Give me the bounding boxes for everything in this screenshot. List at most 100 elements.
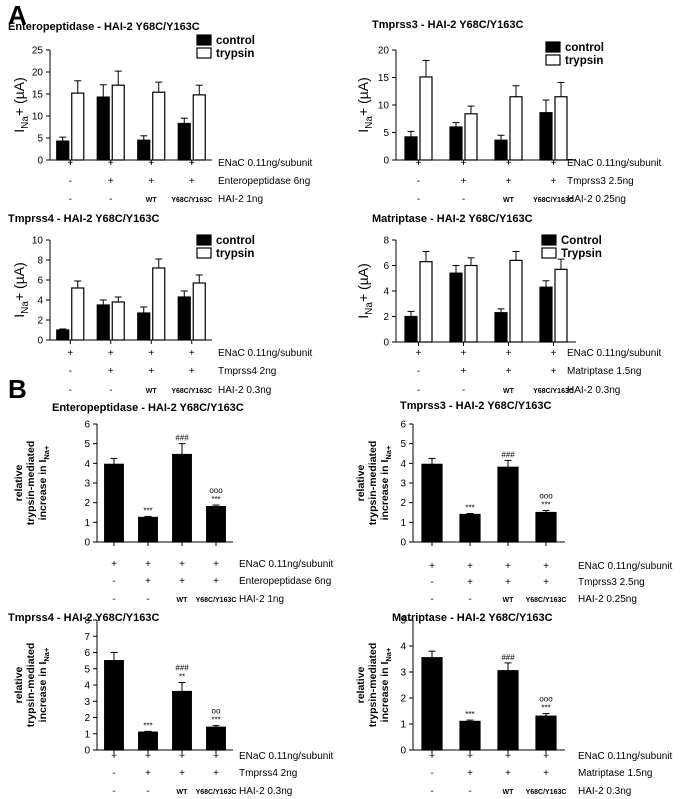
- condition-cell: +: [189, 176, 195, 187]
- condition-row-label: ENaC 0.11ng/subunit: [239, 751, 334, 762]
- condition-cell: -: [417, 194, 420, 205]
- bar: [421, 657, 443, 751]
- y-tick-label: 3: [400, 479, 406, 490]
- condition-row-label: HAI-2 0.3ng: [239, 786, 292, 797]
- y-tick-label: 15: [32, 90, 44, 101]
- significance-label: ***: [143, 721, 152, 730]
- condition-cell: +: [179, 576, 185, 587]
- bar: [137, 312, 151, 341]
- condition-cell: +: [505, 751, 511, 762]
- y-tick-label: 10: [378, 101, 390, 112]
- y-axis-label-line: relative: [355, 666, 367, 703]
- chart-b4: Matriptase - HAI-2 Y68C/Y163C 0 1 2 3 4 5 relat…: [355, 612, 673, 797]
- significance-label: ***: [211, 716, 220, 725]
- condition-cell: +: [505, 577, 511, 588]
- y-tick-label: 4: [400, 459, 406, 470]
- condition-cell: -: [417, 176, 420, 187]
- y-tick-label: 4: [84, 681, 90, 692]
- bar: [419, 76, 433, 161]
- legend-label: control: [216, 235, 255, 247]
- condition-cell: +: [543, 768, 549, 779]
- bar: [111, 301, 125, 341]
- condition-cell: -: [430, 786, 433, 797]
- condition-cell: Y68C/Y163C: [533, 388, 574, 395]
- condition-cell: +: [467, 751, 473, 762]
- bar: [206, 726, 226, 751]
- legend-label: trypsin: [216, 48, 254, 60]
- y-tick-label: 6: [84, 648, 90, 659]
- y-tick-label: 5: [400, 616, 406, 627]
- condition-cell: +: [543, 561, 549, 572]
- y-tick-label: 20: [378, 46, 390, 57]
- significance-label: ###: [501, 450, 515, 459]
- y-tick-label: 0: [37, 156, 43, 167]
- bar: [449, 126, 463, 161]
- condition-cell: Y68C/Y163C: [196, 597, 237, 604]
- condition-cell: -: [462, 385, 465, 396]
- y-axis-label-line: relative: [13, 464, 25, 501]
- y-tick-label: 5: [383, 128, 389, 139]
- y-tick-label: 4: [37, 296, 43, 307]
- legend-swatch: [545, 54, 561, 66]
- condition-cell: +: [461, 158, 467, 169]
- y-tick-label: 8: [37, 256, 43, 267]
- y-axis-label-line: trypsin-mediated: [367, 441, 379, 526]
- y-tick-label: 20: [32, 68, 44, 79]
- condition-cell: -: [109, 385, 112, 396]
- condition-row-label: HAI-2 1ng: [218, 194, 263, 205]
- significance-label: ***: [211, 495, 220, 504]
- condition-cell: +: [145, 768, 151, 779]
- condition-cell: -: [146, 594, 149, 605]
- y-tick-label: 7: [84, 632, 90, 643]
- bar: [554, 268, 568, 343]
- bar: [464, 113, 478, 161]
- condition-row-label: ENaC 0.11ng/subunit: [218, 158, 313, 169]
- condition-cell: +: [461, 348, 467, 359]
- bar: [71, 287, 85, 341]
- y-tick-label: 1: [84, 518, 90, 529]
- condition-cell: +: [506, 348, 512, 359]
- condition-cell: +: [148, 176, 154, 187]
- y-tick-label: 2: [37, 316, 43, 327]
- condition-cell: -: [430, 577, 433, 588]
- condition-cell: +: [108, 348, 114, 359]
- condition-cell: +: [505, 768, 511, 779]
- significance-label: ooo: [539, 492, 553, 501]
- condition-cell: +: [551, 348, 557, 359]
- section-label-a: A: [8, 0, 27, 30]
- bar: [177, 296, 191, 341]
- y-tick-label: 3: [84, 697, 90, 708]
- condition-cell: +: [108, 366, 114, 377]
- y-tick-label: 5: [84, 664, 90, 675]
- condition-cell: +: [551, 176, 557, 187]
- chart-title: Tmprss3 - HAI-2 Y68C/Y163C: [372, 19, 523, 31]
- condition-cell: +: [551, 366, 557, 377]
- condition-cell: +: [189, 366, 195, 377]
- condition-cell: -: [69, 385, 72, 396]
- condition-row-label: Tmprss4 2ng: [218, 366, 276, 377]
- bar: [421, 463, 443, 543]
- condition-cell: WT: [146, 388, 158, 395]
- condition-row-label: ENaC 0.11ng/subunit: [239, 559, 334, 570]
- y-tick-label: 0: [400, 746, 406, 757]
- y-axis-label-line: increase in INa+: [37, 445, 51, 520]
- condition-cell: +: [505, 561, 511, 572]
- y-axis-label-line: trypsin-mediated: [367, 643, 379, 728]
- condition-row-label: HAI-2 0.3ng: [578, 786, 631, 797]
- bar: [509, 96, 523, 161]
- y-tick-label: 6: [383, 261, 389, 272]
- bar: [71, 92, 85, 161]
- condition-cell: +: [551, 158, 557, 169]
- chart-b1: Enteropeptidase - HAI-2 Y68C/Y163C 0 1 2 3 4 5…: [13, 402, 334, 605]
- condition-cell: +: [506, 366, 512, 377]
- condition-cell: +: [429, 751, 435, 762]
- condition-cell: +: [461, 176, 467, 187]
- condition-cell: -: [462, 194, 465, 205]
- bar: [111, 84, 125, 161]
- chart-title: Tmprss3 - HAI-2 Y68C/Y163C: [400, 400, 551, 412]
- condition-row-label: ENaC 0.11ng/subunit: [578, 751, 673, 762]
- bar: [192, 282, 206, 341]
- legend-label: Control: [561, 235, 602, 247]
- legend-swatch: [196, 247, 212, 259]
- condition-cell: Y68C/Y163C: [171, 388, 212, 395]
